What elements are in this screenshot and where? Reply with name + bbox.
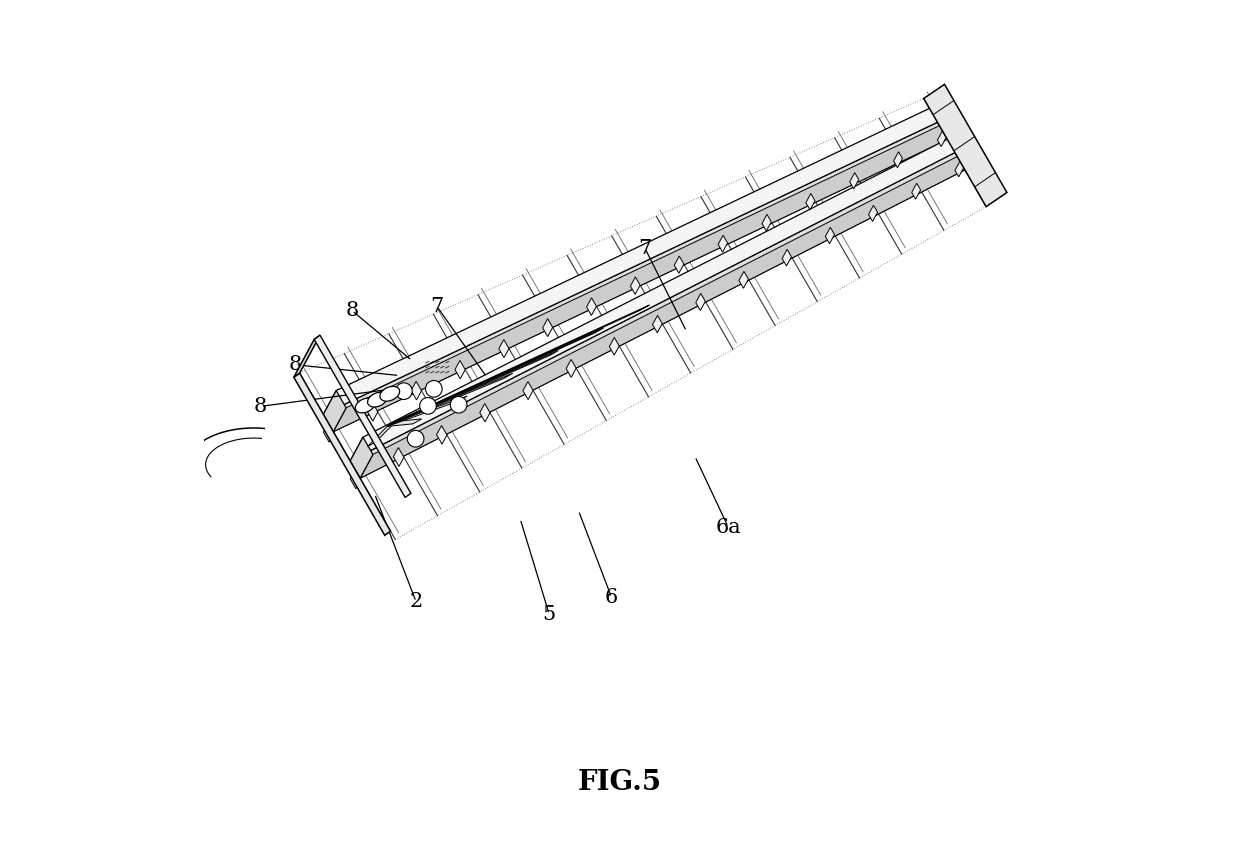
Polygon shape	[412, 382, 422, 400]
Polygon shape	[294, 335, 320, 377]
Text: 8: 8	[254, 397, 267, 416]
Text: 8: 8	[289, 355, 303, 374]
Polygon shape	[849, 173, 859, 189]
Polygon shape	[587, 298, 596, 316]
Polygon shape	[367, 402, 378, 421]
Polygon shape	[294, 373, 391, 536]
Polygon shape	[324, 123, 947, 431]
Polygon shape	[387, 373, 513, 426]
Polygon shape	[609, 338, 619, 355]
Text: 2: 2	[409, 592, 423, 612]
Polygon shape	[868, 206, 878, 222]
Polygon shape	[334, 116, 960, 431]
Polygon shape	[696, 294, 706, 310]
Polygon shape	[387, 396, 467, 426]
Text: 7: 7	[430, 297, 444, 316]
Polygon shape	[498, 339, 508, 358]
Circle shape	[419, 398, 436, 415]
Polygon shape	[324, 391, 346, 431]
Polygon shape	[350, 437, 373, 478]
Polygon shape	[955, 162, 963, 177]
Polygon shape	[763, 214, 771, 231]
Polygon shape	[324, 423, 334, 442]
Polygon shape	[387, 305, 650, 426]
Text: 5: 5	[543, 605, 556, 624]
Polygon shape	[911, 184, 920, 199]
Polygon shape	[387, 327, 604, 426]
Polygon shape	[387, 350, 558, 426]
Text: FIG.5: FIG.5	[578, 769, 662, 796]
Polygon shape	[782, 250, 791, 266]
Polygon shape	[324, 98, 950, 415]
Polygon shape	[924, 85, 1007, 206]
Polygon shape	[350, 470, 361, 489]
Text: 8: 8	[346, 301, 358, 320]
Polygon shape	[480, 404, 490, 422]
Polygon shape	[350, 152, 965, 478]
Circle shape	[407, 431, 424, 447]
Polygon shape	[567, 360, 577, 377]
Polygon shape	[894, 151, 903, 168]
Ellipse shape	[379, 387, 399, 401]
Polygon shape	[314, 335, 410, 497]
Circle shape	[425, 381, 443, 397]
Polygon shape	[826, 228, 835, 244]
Polygon shape	[393, 448, 404, 466]
Polygon shape	[543, 319, 553, 337]
Circle shape	[396, 383, 412, 399]
Polygon shape	[387, 419, 422, 426]
Text: 6: 6	[605, 588, 619, 607]
Polygon shape	[455, 360, 465, 379]
Polygon shape	[630, 277, 640, 294]
Polygon shape	[675, 256, 683, 273]
Polygon shape	[739, 272, 749, 288]
Polygon shape	[350, 129, 967, 461]
Polygon shape	[360, 146, 977, 478]
Polygon shape	[652, 316, 662, 332]
Polygon shape	[367, 421, 396, 447]
Ellipse shape	[367, 393, 387, 407]
Polygon shape	[718, 235, 728, 252]
Polygon shape	[806, 194, 815, 210]
Polygon shape	[436, 426, 446, 444]
Text: 7: 7	[639, 239, 651, 258]
Ellipse shape	[356, 398, 374, 413]
Circle shape	[450, 397, 467, 413]
Polygon shape	[523, 382, 533, 399]
Polygon shape	[937, 131, 946, 146]
Text: 6a: 6a	[715, 518, 742, 536]
